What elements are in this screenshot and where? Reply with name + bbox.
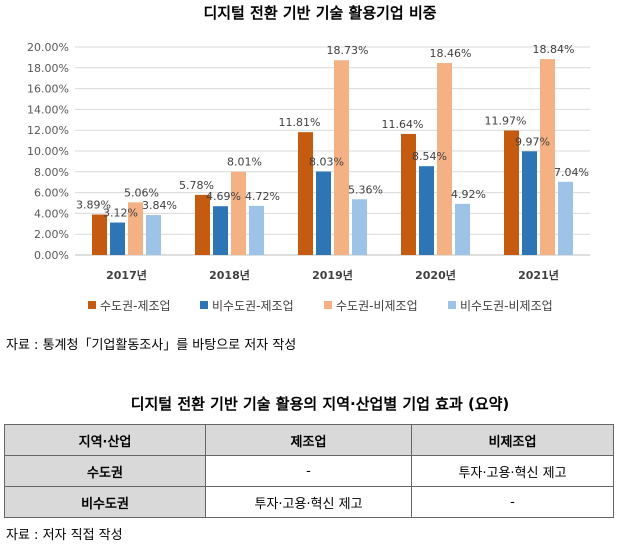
bar (110, 222, 125, 255)
table-row: 수도권 - 투자·고용·혁신 제고 (4, 455, 614, 487)
bar (249, 205, 264, 255)
legend-swatch (88, 301, 96, 309)
x-tick-label: 2018년 (209, 268, 250, 282)
bar (92, 214, 107, 255)
bar (558, 181, 573, 255)
data-label: 3.12% (103, 207, 138, 220)
bar (128, 202, 143, 255)
y-tick-label: 16.00% (27, 83, 69, 96)
data-label: 4.72% (245, 190, 280, 203)
data-label: 9.97% (515, 135, 550, 148)
table-cell: 투자·고용·혁신 제고 (205, 486, 412, 518)
bar (352, 199, 367, 255)
x-tick-label: 2021년 (518, 268, 559, 282)
effects-table: 지역·산업 제조업 비제조업 수도권 - 투자·고용·혁신 제고 비수도권 투자… (4, 424, 614, 518)
bar (522, 151, 537, 255)
bar (298, 132, 313, 255)
y-tick-label: 6.00% (34, 187, 69, 200)
header-region-industry: 지역·산업 (4, 424, 206, 456)
y-tick-label: 10.00% (27, 145, 69, 158)
data-label: 3.84% (142, 199, 177, 212)
data-label: 3.89% (76, 199, 111, 212)
data-label: 5.06% (124, 186, 159, 199)
legend-swatch (324, 301, 332, 309)
header-non-manufacturing: 비제조업 (411, 424, 614, 456)
bar (401, 133, 416, 255)
chart-source-note: 자료 : 통계청「기업활동조사」를 바탕으로 저자 작성 (6, 338, 297, 353)
bar (213, 206, 228, 255)
legend-label: 수도권-제조업 (100, 299, 171, 313)
bar (437, 63, 452, 256)
bar (540, 59, 555, 256)
data-label: 11.97% (485, 115, 527, 128)
bar (231, 171, 246, 255)
data-label: 18.46% (430, 47, 472, 60)
bar (195, 194, 210, 255)
x-tick-label: 2019년 (312, 268, 353, 282)
x-tick-label: 2017년 (106, 268, 147, 282)
data-label: 7.04% (554, 166, 589, 179)
table-cell: - (411, 486, 614, 518)
y-tick-label: 14.00% (27, 103, 69, 116)
bar (419, 166, 434, 255)
bar-chart: 0.00% 2.00% 4.00% 6.00% 8.00% 10.00% 12.00% 14.… (27, 41, 590, 313)
table-cell: 투자·고용·혁신 제고 (411, 455, 614, 487)
bar (334, 60, 349, 255)
y-tick-label: 8.00% (34, 166, 69, 179)
data-label: 8.01% (227, 156, 262, 169)
row-label-capital-region: 수도권 (4, 455, 206, 487)
y-tick-label: 2.00% (34, 228, 69, 241)
data-label: 11.81% (279, 116, 321, 129)
header-manufacturing: 제조업 (205, 424, 412, 456)
table-cell: - (205, 455, 412, 487)
y-tick-label: 0.00% (34, 249, 69, 262)
y-tick-label: 18.00% (27, 62, 69, 75)
y-tick-label: 20.00% (27, 41, 69, 54)
data-label: 8.54% (412, 150, 447, 163)
legend-swatch (200, 301, 208, 309)
legend-label: 비수도권-제조업 (212, 299, 294, 313)
data-label: 4.69% (206, 190, 241, 203)
bar (146, 215, 161, 255)
data-label: 5.78% (179, 179, 214, 192)
y-tick-label: 12.00% (27, 124, 69, 137)
data-label: 8.03% (309, 155, 344, 168)
legend-label: 비수도권-비제조업 (460, 299, 553, 313)
table-header-row: 지역·산업 제조업 비제조업 (4, 424, 614, 456)
legend-swatch (448, 301, 456, 309)
bar (504, 130, 519, 255)
data-label: 18.84% (533, 43, 575, 56)
bar (455, 203, 470, 255)
data-label: 18.73% (327, 44, 369, 57)
data-label: 5.36% (348, 183, 383, 196)
y-tick-label: 4.00% (34, 207, 69, 220)
row-label-non-capital-region: 비수도권 (4, 486, 206, 518)
table-source-note: 자료 : 저자 직접 작성 (6, 528, 123, 543)
bar (316, 171, 331, 255)
table-title: 디지털 전환 기반 기술 활용의 지역·산업별 기업 효과 (요약) (130, 395, 510, 413)
x-tick-label: 2020년 (415, 268, 456, 282)
data-label: 4.92% (451, 188, 486, 201)
data-label: 11.64% (382, 118, 424, 131)
legend-label: 수도권-비제조업 (336, 299, 418, 313)
chart-title: 디지털 전환 기반 기술 활용기업 비중 (203, 4, 437, 22)
table-row: 비수도권 투자·고용·혁신 제고 - (4, 486, 614, 518)
